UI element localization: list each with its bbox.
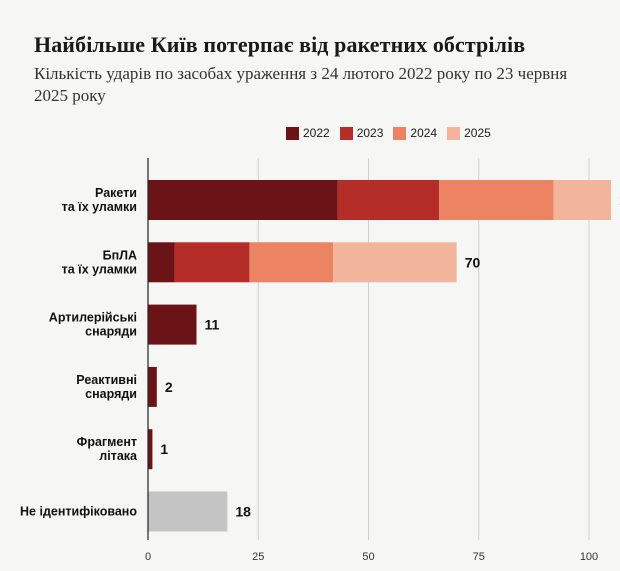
legend-swatch xyxy=(286,126,299,140)
legend-item-2022: 2022 xyxy=(286,126,330,140)
total-label: 2 xyxy=(165,379,173,395)
chart-subtitle: Кількість ударів по засобах ураження з 2… xyxy=(34,64,568,105)
x-tick-label: 25 xyxy=(252,551,264,563)
category-label: Реактивні xyxy=(76,373,137,387)
chart-title: Найбільше Київ потерпає від ракетних обс… xyxy=(34,32,526,57)
bar-segment-2024 xyxy=(249,242,334,283)
bar-segment-2024 xyxy=(439,180,554,220)
bar-segment-2025 xyxy=(553,180,612,220)
x-tick-label: 0 xyxy=(145,551,151,563)
legend-swatch xyxy=(393,126,407,140)
bar-segment-2022 xyxy=(148,242,175,283)
legend-label: 2023 xyxy=(356,126,384,140)
category-label: Ракети xyxy=(95,186,137,200)
bar-segment-2022 xyxy=(148,366,157,407)
total-label: 18 xyxy=(235,504,251,520)
bar-segment-2022 xyxy=(148,180,338,220)
legend-label: 2025 xyxy=(464,126,491,140)
total-label: 70 xyxy=(465,254,481,270)
total-label: 1 xyxy=(160,441,168,457)
category-label: снаряди xyxy=(85,325,137,339)
bar-segment-2023 xyxy=(337,180,440,220)
category-label: та їх уламки xyxy=(62,200,137,214)
category-label: Артилерійські xyxy=(49,311,137,325)
x-tick-label: 50 xyxy=(362,551,374,563)
total-label: 11 xyxy=(205,317,220,333)
legend-swatch xyxy=(447,126,461,140)
x-tick-label: 75 xyxy=(473,551,485,563)
legend-item-2024: 2024 xyxy=(393,126,437,140)
legend-label: 2022 xyxy=(303,126,330,140)
bar-segment-2023 xyxy=(174,242,250,283)
legend-swatch xyxy=(339,126,353,140)
bar-segment-2025 xyxy=(333,242,457,283)
category-label: Фрагмент xyxy=(77,435,137,449)
category-label: літака xyxy=(99,449,138,463)
legend-item-2025: 2025 xyxy=(447,126,491,140)
legend-label: 2024 xyxy=(410,126,438,140)
bar-segment-unidentified xyxy=(148,491,228,532)
legend: 2022 2023 2024 2025 xyxy=(286,126,491,140)
category-label: Не ідентифіковано xyxy=(20,505,137,519)
x-tick-label: 100 xyxy=(580,551,598,563)
bar-segment-2022 xyxy=(148,304,197,345)
category-label: снаряди xyxy=(85,387,137,401)
category-label: та їх уламки xyxy=(62,262,137,276)
category-label: БпЛА xyxy=(103,248,137,262)
legend-item-2023: 2023 xyxy=(339,126,384,140)
bar-segment-2022 xyxy=(148,429,153,470)
